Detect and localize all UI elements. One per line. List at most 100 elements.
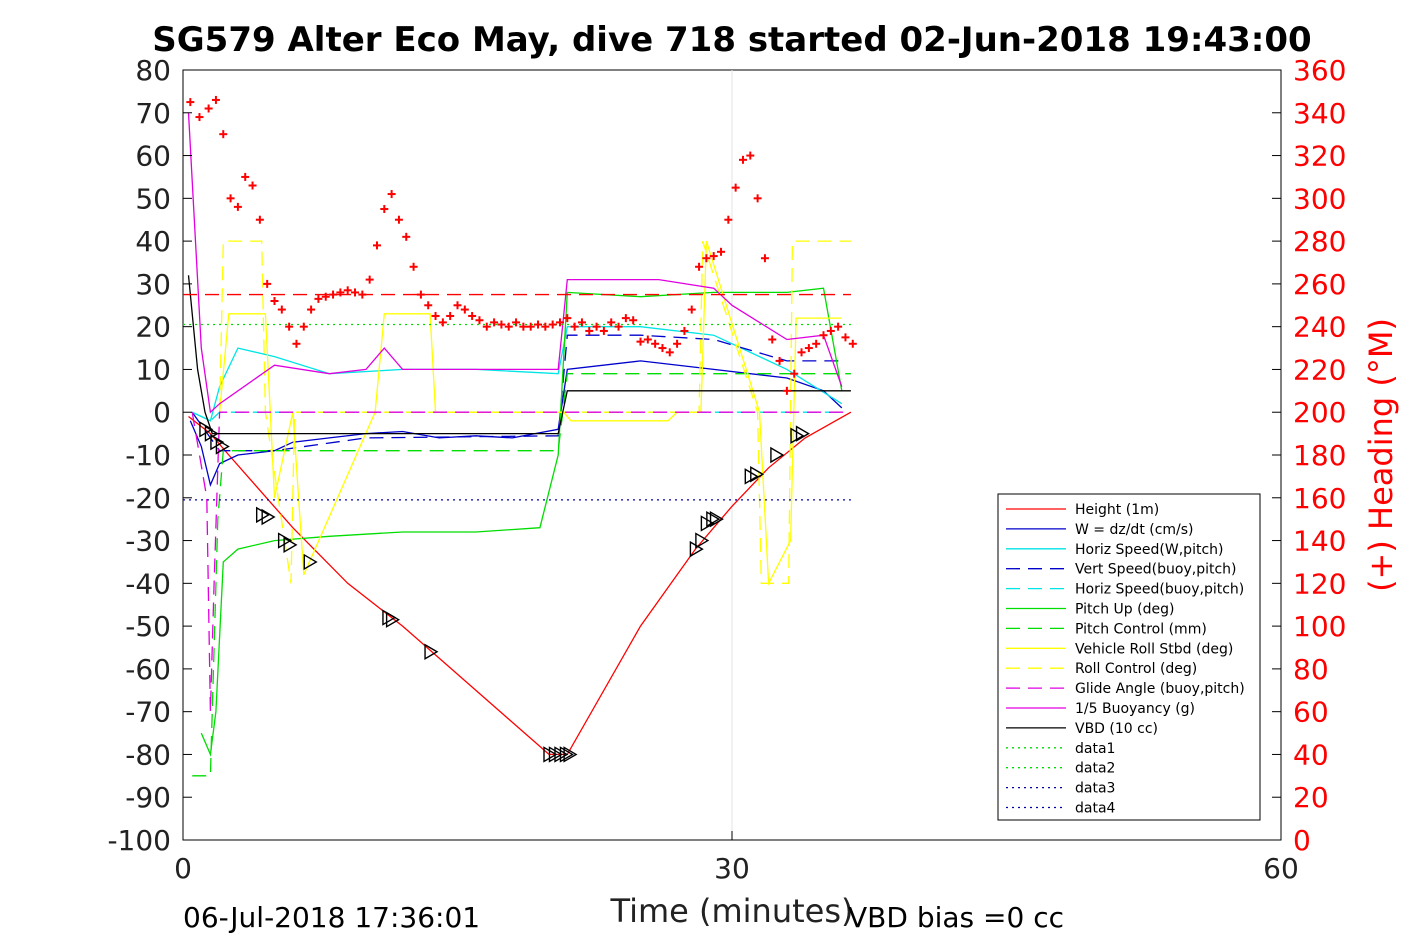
heading-point: [416, 290, 425, 299]
y-right-tick-label: 140: [1293, 525, 1346, 558]
legend-label: W = dz/dt (cm/s): [1075, 522, 1194, 538]
series-line: [200, 287, 843, 757]
heading-point: [599, 326, 608, 335]
legend-label: Height (1m): [1075, 502, 1159, 518]
heading-point: [482, 322, 491, 331]
heading-point: [211, 95, 220, 104]
heading-point: [226, 194, 235, 203]
legend-label: Glide Angle (buoy,pitch): [1075, 681, 1245, 697]
series-line: [187, 275, 851, 435]
footer-timestamp: 06-Jul-2018 17:36:01: [183, 901, 480, 934]
y-right-tick-label: 180: [1293, 439, 1346, 472]
heading-point: [270, 297, 279, 305]
heading-point: [365, 275, 374, 284]
heading-point: [387, 190, 396, 199]
heading-point: [343, 286, 352, 295]
legend-label: Vert Speed(buoy,pitch): [1075, 562, 1237, 578]
heading-point: [490, 318, 499, 327]
heading-point: [424, 301, 433, 310]
legend-label: Pitch Control (mm): [1075, 621, 1207, 637]
marker-triangle: [709, 510, 724, 528]
heading-point: [651, 339, 660, 348]
y-tick-label: 0: [153, 396, 171, 429]
heading-point: [636, 337, 645, 346]
heading-point: [563, 314, 572, 323]
heading-point: [592, 322, 601, 331]
series-line: [191, 334, 842, 452]
y-tick-label: -90: [125, 781, 171, 814]
heading-point: [186, 98, 195, 107]
legend-label: Vehicle Roll Stbd (deg): [1075, 641, 1233, 657]
heading-point: [380, 205, 389, 214]
heading-point: [468, 311, 477, 320]
heading-point: [790, 369, 799, 378]
marker-layer: [199, 421, 810, 763]
y-right-tick-label: 160: [1293, 482, 1346, 515]
heading-point: [329, 290, 338, 299]
y-tick-label: 20: [135, 311, 171, 344]
y-right-tick-label: 200: [1293, 396, 1346, 429]
legend-label: VBD (10 cc): [1075, 721, 1158, 737]
heading-point: [336, 288, 345, 297]
y-right-tick-label: 360: [1293, 54, 1346, 87]
heading-point: [577, 318, 586, 327]
heading-point: [702, 254, 711, 263]
chart-title: SG579 Alter Eco May, dive 718 started 02…: [152, 20, 1311, 60]
x-tick-label: 0: [174, 852, 192, 885]
heading-point: [819, 331, 828, 340]
heading-point: [219, 130, 228, 139]
heading-point: [643, 335, 652, 344]
legend-label: Horiz Speed(buoy,pitch): [1075, 582, 1244, 598]
heading-point: [782, 386, 791, 395]
y-right-tick-label: 220: [1293, 353, 1346, 386]
legend-label: data4: [1075, 801, 1116, 817]
heading-point: [585, 326, 594, 335]
y-right-tick-label: 340: [1293, 97, 1346, 130]
marker-triangle: [215, 438, 230, 455]
x-axis-label: Time (minutes): [610, 892, 854, 930]
marker-triangle: [385, 611, 401, 628]
heading-point: [841, 333, 850, 342]
legend: Height (1m) W = dz/dt (cm/s) Horiz Speed(W…: [997, 493, 1261, 821]
heading-point: [504, 322, 513, 331]
y-right-tick-label: 280: [1293, 225, 1346, 258]
heading-point: [460, 305, 469, 314]
footer-vbd-bias: VBD bias =0 cc: [848, 901, 1064, 934]
legend-label: Roll Control (deg): [1075, 661, 1197, 677]
y-right-tick-label: 80: [1293, 653, 1329, 686]
heading-point: [658, 344, 667, 353]
heading-point: [285, 322, 294, 331]
heading-point: [665, 348, 674, 357]
heading-point: [438, 318, 447, 327]
heading-point: [695, 262, 704, 271]
series-line: [192, 373, 851, 777]
heading-point: [680, 326, 689, 335]
y-tick-label: -30: [125, 525, 171, 558]
heading-point: [724, 215, 733, 224]
legend-label: data2: [1075, 761, 1115, 777]
marker-triangle: [770, 446, 785, 464]
x-tick-label: 60: [1263, 852, 1299, 885]
y-right-tick-label: 60: [1293, 696, 1329, 729]
heading-point: [299, 322, 308, 331]
heading-point: [717, 247, 726, 256]
y-tick-label: -60: [125, 653, 171, 686]
heading-point: [409, 262, 418, 271]
marker-triangle: [303, 553, 318, 571]
heading-point: [255, 215, 264, 224]
heading-point: [263, 279, 272, 288]
marker-triangle: [261, 508, 276, 526]
y-right-tick-label: 260: [1293, 268, 1346, 301]
y-right-tick-label: 100: [1293, 610, 1346, 643]
heading-point: [526, 322, 535, 331]
heading-point: [614, 322, 623, 331]
heading-point: [307, 305, 316, 314]
y-tick-label: -40: [125, 567, 171, 600]
marker-triangle: [706, 510, 721, 528]
y-tick-label: -50: [125, 610, 171, 643]
heading-point: [607, 318, 616, 327]
series-line: [191, 411, 851, 712]
heading-point: [775, 356, 784, 365]
y-tick-label: 60: [135, 140, 171, 173]
heading-point: [797, 348, 806, 357]
